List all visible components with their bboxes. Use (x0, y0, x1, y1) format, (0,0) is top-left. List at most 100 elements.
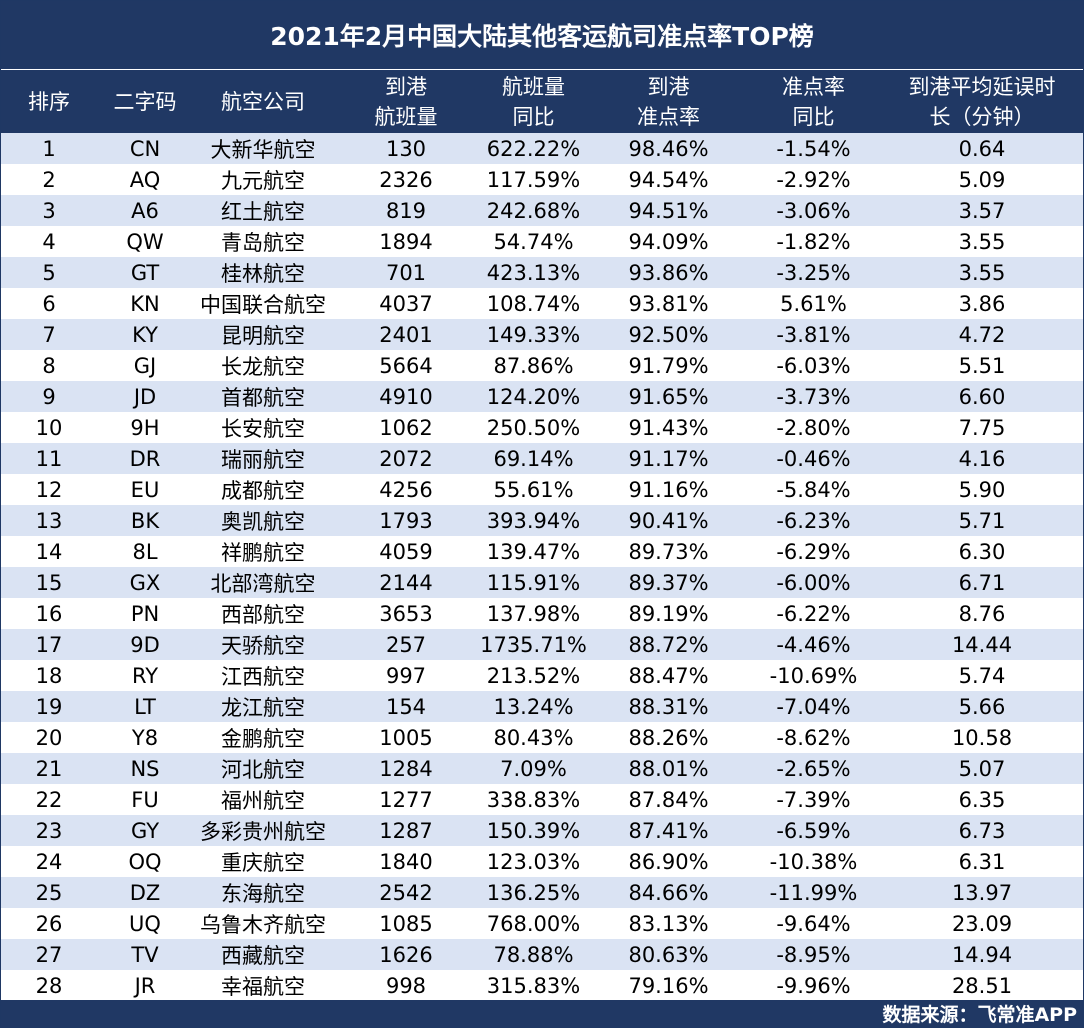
flights-yoy-cell: 622.22% (486, 136, 581, 161)
header-flights-yoy: 航班量 同比 (471, 70, 596, 133)
flights-yoy-cell: 108.74% (486, 291, 581, 316)
avg-delay-cell: 5.74 (958, 663, 1006, 688)
airline-cell: 金鹏航空 (221, 726, 305, 751)
arrivals-cell: 1085 (379, 911, 433, 936)
ontime-rate-cell: 89.73% (628, 539, 709, 564)
code-cell: LT (134, 694, 156, 719)
header-ontime-rate-line-1: 到港 (647, 74, 690, 99)
table-row: 12 EU 成都航空 4256 55.61% 91.16% -5.84% 5.90 (1, 474, 1083, 505)
header-avg-delay: 到港平均延误时 长（分钟） (881, 70, 1083, 133)
ontime-yoy-cell: -8.95% (776, 942, 851, 967)
header-arrivals-line-1: 到港 (385, 74, 427, 99)
avg-delay-cell: 6.30 (958, 539, 1006, 564)
arrivals-cell: 3653 (379, 601, 433, 626)
airline-cell: 西部航空 (221, 602, 305, 627)
flights-yoy-cell: 213.52% (486, 663, 581, 688)
table-row: 11 DR 瑞丽航空 2072 69.14% 91.17% -0.46% 4.16 (1, 443, 1083, 474)
airline-cell: 长安航空 (221, 416, 305, 441)
ontime-yoy-cell: -9.96% (776, 973, 851, 998)
header-airline-line-1: 航空公司 (221, 89, 305, 114)
table-footer: 数据来源：飞常准APP (1, 1000, 1083, 1027)
header-avg-delay-line-2: 长（分钟） (929, 104, 1035, 129)
code-cell: FU (131, 787, 159, 812)
ontime-yoy-cell: -2.92% (776, 167, 851, 192)
code-cell: PN (130, 601, 160, 626)
code-cell: QW (126, 229, 164, 254)
arrivals-cell: 1793 (379, 508, 433, 533)
table-row: 3 A6 红土航空 819 242.68% 94.51% -3.06% 3.57 (1, 195, 1083, 226)
ontime-yoy-cell: -8.62% (776, 725, 851, 750)
rank-cell: 10 (35, 415, 63, 440)
code-cell: KN (130, 291, 160, 316)
ontime-rate-cell: 92.50% (628, 322, 709, 347)
rank-cell: 8 (42, 353, 56, 378)
ontime-yoy-cell: -2.80% (776, 415, 851, 440)
header-ontime-rate: 到港 准点率 (601, 70, 736, 133)
arrivals-cell: 2144 (379, 570, 433, 595)
arrivals-cell: 154 (385, 694, 427, 719)
rank-cell: 12 (35, 477, 63, 502)
avg-delay-cell: 3.57 (958, 198, 1006, 223)
arrivals-cell: 1840 (379, 849, 433, 874)
code-cell: 9D (130, 632, 160, 657)
avg-delay-cell: 6.60 (958, 384, 1006, 409)
flights-yoy-cell: 69.14% (493, 446, 574, 471)
flights-yoy-cell: 149.33% (486, 322, 581, 347)
ontime-yoy-cell: -7.39% (776, 787, 851, 812)
table-row: 18 RY 江西航空 997 213.52% 88.47% -10.69% 5.74 (1, 660, 1083, 691)
ontime-rate-cell: 88.01% (628, 756, 709, 781)
avg-delay-cell: 6.35 (958, 787, 1006, 812)
table-row: 15 GX 北部湾航空 2144 115.91% 89.37% -6.00% 6.71 (1, 567, 1083, 598)
rank-cell: 13 (35, 508, 63, 533)
ontime-yoy-cell: -5.84% (776, 477, 851, 502)
rank-cell: 3 (42, 198, 56, 223)
arrivals-cell: 1005 (379, 725, 433, 750)
code-cell: JD (133, 384, 157, 409)
header-flights-yoy-line-2: 同比 (512, 104, 555, 129)
ontime-yoy-cell: -3.73% (776, 384, 851, 409)
flights-yoy-cell: 423.13% (486, 260, 581, 285)
avg-delay-cell: 6.73 (958, 818, 1006, 843)
rank-cell: 11 (35, 446, 63, 471)
table-row: 7 KY 昆明航空 2401 149.33% 92.50% -3.81% 4.72 (1, 319, 1083, 350)
avg-delay-cell: 10.58 (951, 725, 1013, 750)
rank-cell: 17 (35, 632, 63, 657)
table-row: 19 LT 龙江航空 154 13.24% 88.31% -7.04% 5.66 (1, 691, 1083, 722)
code-cell: KY (132, 322, 158, 347)
flights-yoy-cell: 393.94% (486, 508, 581, 533)
table-body: 1 CN 大新华航空 130 622.22% 98.46% -1.54% 0.64 2 AQ 九元航… (1, 133, 1083, 1001)
code-cell: DZ (129, 880, 161, 905)
ontime-rate-cell: 80.63% (628, 942, 709, 967)
table-row: 24 OQ 重庆航空 1840 123.03% 86.90% -10.38% 6.31 (1, 846, 1083, 877)
arrivals-cell: 1626 (379, 942, 433, 967)
arrivals-cell: 2326 (379, 167, 433, 192)
header-rank: 排序 (1, 70, 97, 133)
airline-cell: 东海航空 (221, 881, 305, 906)
avg-delay-cell: 8.76 (958, 601, 1006, 626)
ontime-yoy-cell: -6.59% (776, 818, 851, 843)
rank-cell: 25 (35, 880, 63, 905)
header-rank-line-1: 排序 (28, 89, 70, 114)
code-cell: GT (130, 260, 160, 285)
rank-cell: 28 (35, 973, 63, 998)
rank-cell: 20 (35, 725, 63, 750)
ontime-yoy-cell: -6.29% (776, 539, 851, 564)
flights-yoy-cell: 78.88% (493, 942, 574, 967)
airline-cell: 昆明航空 (221, 323, 305, 348)
header-flights-yoy-line-1: 航班量 (502, 74, 565, 99)
flights-yoy-cell: 768.00% (486, 911, 581, 936)
rank-cell: 22 (35, 787, 63, 812)
arrivals-cell: 997 (385, 663, 427, 688)
airline-cell: 龙江航空 (221, 695, 305, 720)
flights-yoy-cell: 123.03% (486, 849, 581, 874)
ontime-rate-cell: 91.79% (628, 353, 709, 378)
ontime-rate-cell: 98.46% (628, 136, 709, 161)
rank-cell: 27 (35, 942, 63, 967)
header-code: 二字码 (97, 70, 193, 133)
airline-cell: 长龙航空 (221, 354, 305, 379)
arrivals-cell: 1062 (379, 415, 433, 440)
header-ontime-yoy-line-1: 准点率 (782, 74, 845, 99)
table-row: 20 Y8 金鹏航空 1005 80.43% 88.26% -8.62% 10.58 (1, 722, 1083, 753)
flights-yoy-cell: 117.59% (486, 167, 581, 192)
